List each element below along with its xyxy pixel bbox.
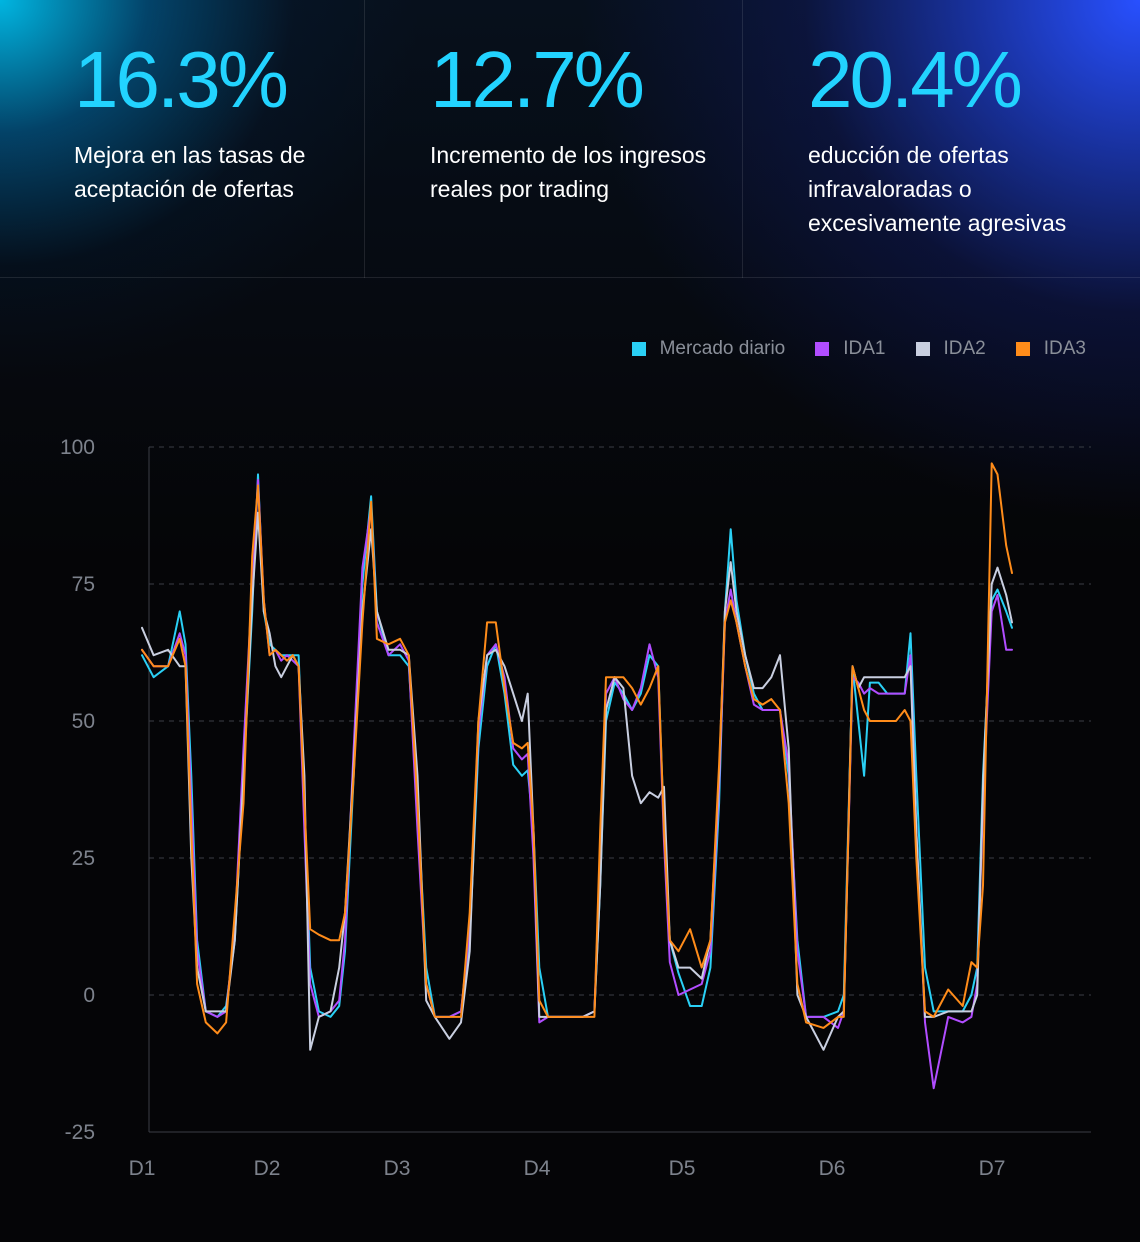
series-line-ida1 [141,478,1013,1090]
stat-card-acceptance: 16.3% Mejora en las tasas de aceptación … [0,0,365,278]
line-chart: 100 75 50 25 0 -25 D1 D2 D3 D4 D5 D6 D7 [60,436,1091,1180]
legend-item-ida3[interactable]: IDA3 [1015,338,1086,360]
legend-swatch [915,342,930,356]
legend-swatch [1015,342,1030,356]
stat-label: Mejora en las tasas de aceptación de ofe… [74,142,306,202]
legend-label: IDA2 [943,338,986,359]
legend-item-ida1[interactable]: IDA1 [815,338,886,360]
stat-card-offer-reduction: 20.4% educción de ofertas infravaloradas… [743,0,1140,278]
x-tick-label: D4 [524,1157,551,1180]
y-tick-label: 100 [60,436,95,459]
y-tick-label: 50 [72,710,95,733]
legend-label: IDA3 [1043,338,1086,359]
chart-legend: Mercado diario IDA1 IDA2 IDA3 [631,338,1086,360]
legend-item-mercado-diario[interactable]: Mercado diario [631,338,786,360]
x-tick-label: D6 [819,1157,846,1180]
stat-label: educción de ofertas infravaloradas o exc… [808,142,1067,236]
stat-value: 16.3% [74,35,289,124]
series-line-ida3 [141,462,1013,1035]
series-line-mercado-diario [141,473,1013,1018]
legend-swatch [631,342,646,356]
stat-label: Incremento de los ingresos reales por tr… [430,142,707,202]
x-tick-label: D5 [669,1157,696,1180]
x-tick-label: D1 [129,1157,156,1180]
y-tick-label: 75 [72,573,95,596]
stat-value: 12.7% [430,35,645,124]
x-tick-label: D3 [384,1157,411,1180]
stats-row: 16.3% Mejora en las tasas de aceptación … [0,0,1140,278]
legend-label: Mercado diario [659,338,786,359]
y-tick-label: 0 [83,984,95,1007]
legend-swatch [815,342,830,356]
x-tick-label: D7 [979,1157,1006,1180]
legend-item-ida2[interactable]: IDA2 [915,338,986,360]
x-tick-label: D2 [254,1157,281,1180]
y-tick-label: -25 [65,1121,95,1144]
stat-value: 20.4% [808,35,1023,124]
stat-card-revenue: 12.7% Incremento de los ingresos reales … [365,0,743,278]
series-line-ida2 [141,511,1013,1051]
legend-label: IDA1 [843,338,886,359]
y-tick-label: 25 [72,847,95,870]
